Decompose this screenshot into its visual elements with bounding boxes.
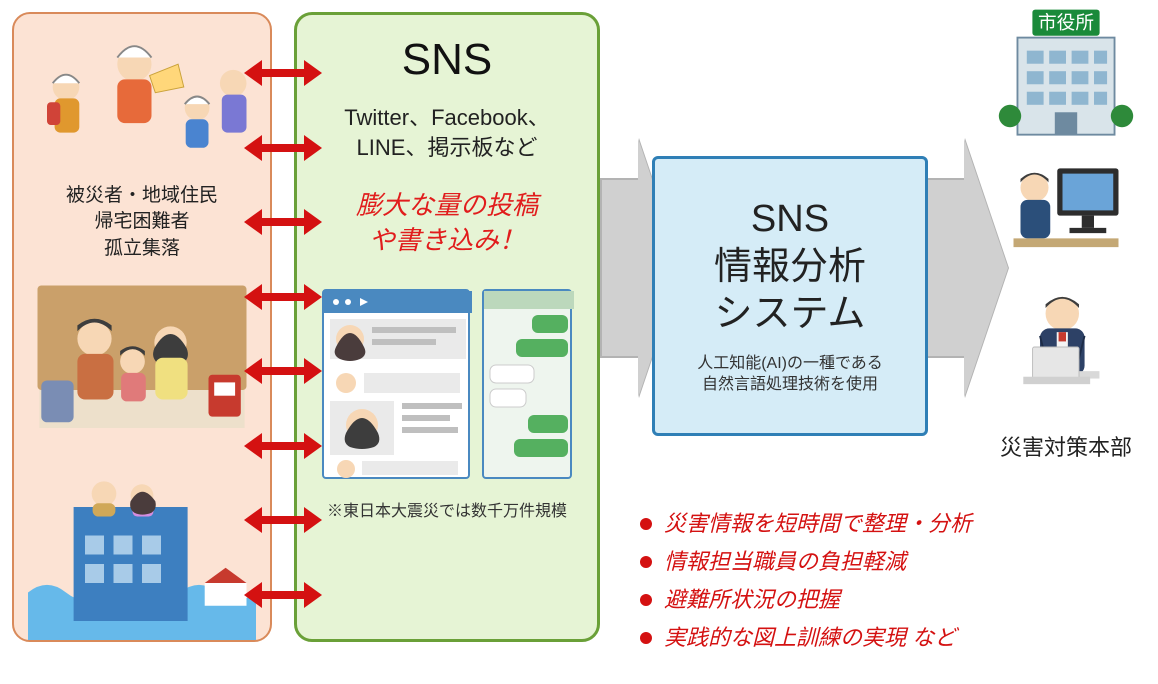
operator-at-monitor-icon	[986, 156, 1146, 270]
bi-arrow-icon	[246, 441, 320, 451]
system-title: SNS 情報分析 システム	[714, 196, 866, 339]
sns-emphasis-text: 膨大な量の投稿 や書き込み！	[356, 188, 538, 258]
evacuees-megaphone-illustration	[28, 30, 256, 173]
benefit-bullets: 災害情報を短時間で整理・分析 情報担当職員の負担軽減 避難所状況の把握 実践的な…	[640, 508, 1150, 660]
bullet-dot-icon	[640, 518, 652, 530]
sns-scale-note: ※東日本大震災では数千万件規模	[327, 497, 567, 521]
bi-arrow-icon	[246, 590, 320, 600]
sns-subtitle: Twitter、Facebook、 LINE、掲示板など	[344, 103, 549, 162]
hq-staff-laptop-icon	[986, 282, 1146, 412]
bullet-dot-icon	[640, 556, 652, 568]
sns-analysis-system-box: SNS 情報分析 システム 人工知能(AI)の一種である 自然言語処理技術を使用	[652, 156, 928, 436]
sns-panel: SNS Twitter、Facebook、 LINE、掲示板など 膨大な量の投稿…	[294, 12, 600, 642]
bullet-text: 災害情報を短時間で整理・分析	[664, 508, 972, 540]
bullet-text: 情報担当職員の負担軽減	[664, 546, 906, 578]
sns-web-mockup-icon	[322, 289, 470, 479]
bidirectional-arrows-group	[246, 54, 320, 614]
bullet-item: 情報担当職員の負担軽減	[640, 546, 1150, 578]
shelter-family-illustration	[28, 276, 256, 438]
sns-title: SNS	[402, 35, 492, 85]
bullet-text: 実践的な図上訓練の実現 など	[664, 622, 956, 654]
city-hall-building-icon: 市役所	[986, 4, 1146, 144]
bullet-dot-icon	[640, 594, 652, 606]
bullet-item: 実践的な図上訓練の実現 など	[640, 622, 1150, 654]
bullet-text: 避難所状況の把握	[664, 584, 840, 616]
flow-arrow-2-icon	[926, 138, 1006, 398]
system-subtitle: 人工知能(AI)の一種である 自然言語処理技術を使用	[697, 353, 883, 396]
response-hq-label: 災害対策本部	[1000, 430, 1132, 462]
bullet-item: 災害情報を短時間で整理・分析	[640, 508, 1150, 540]
left-panel-caption: 被災者・地域住民 帰宅困難者 孤立集落	[66, 183, 218, 263]
bi-arrow-icon	[246, 292, 320, 302]
bi-arrow-icon	[246, 68, 320, 78]
disaster-victims-panel: 被災者・地域住民 帰宅困難者 孤立集落	[12, 12, 272, 642]
bullet-dot-icon	[640, 632, 652, 644]
sns-mockups-group	[322, 289, 572, 479]
cityhall-sign-text: 市役所	[1038, 13, 1094, 34]
bi-arrow-icon	[246, 143, 320, 153]
bi-arrow-icon	[246, 366, 320, 376]
flooded-building-illustration	[28, 450, 256, 640]
bullet-item: 避難所状況の把握	[640, 584, 1150, 616]
bi-arrow-icon	[246, 515, 320, 525]
bi-arrow-icon	[246, 217, 320, 227]
sns-phone-mockup-icon	[482, 289, 572, 479]
